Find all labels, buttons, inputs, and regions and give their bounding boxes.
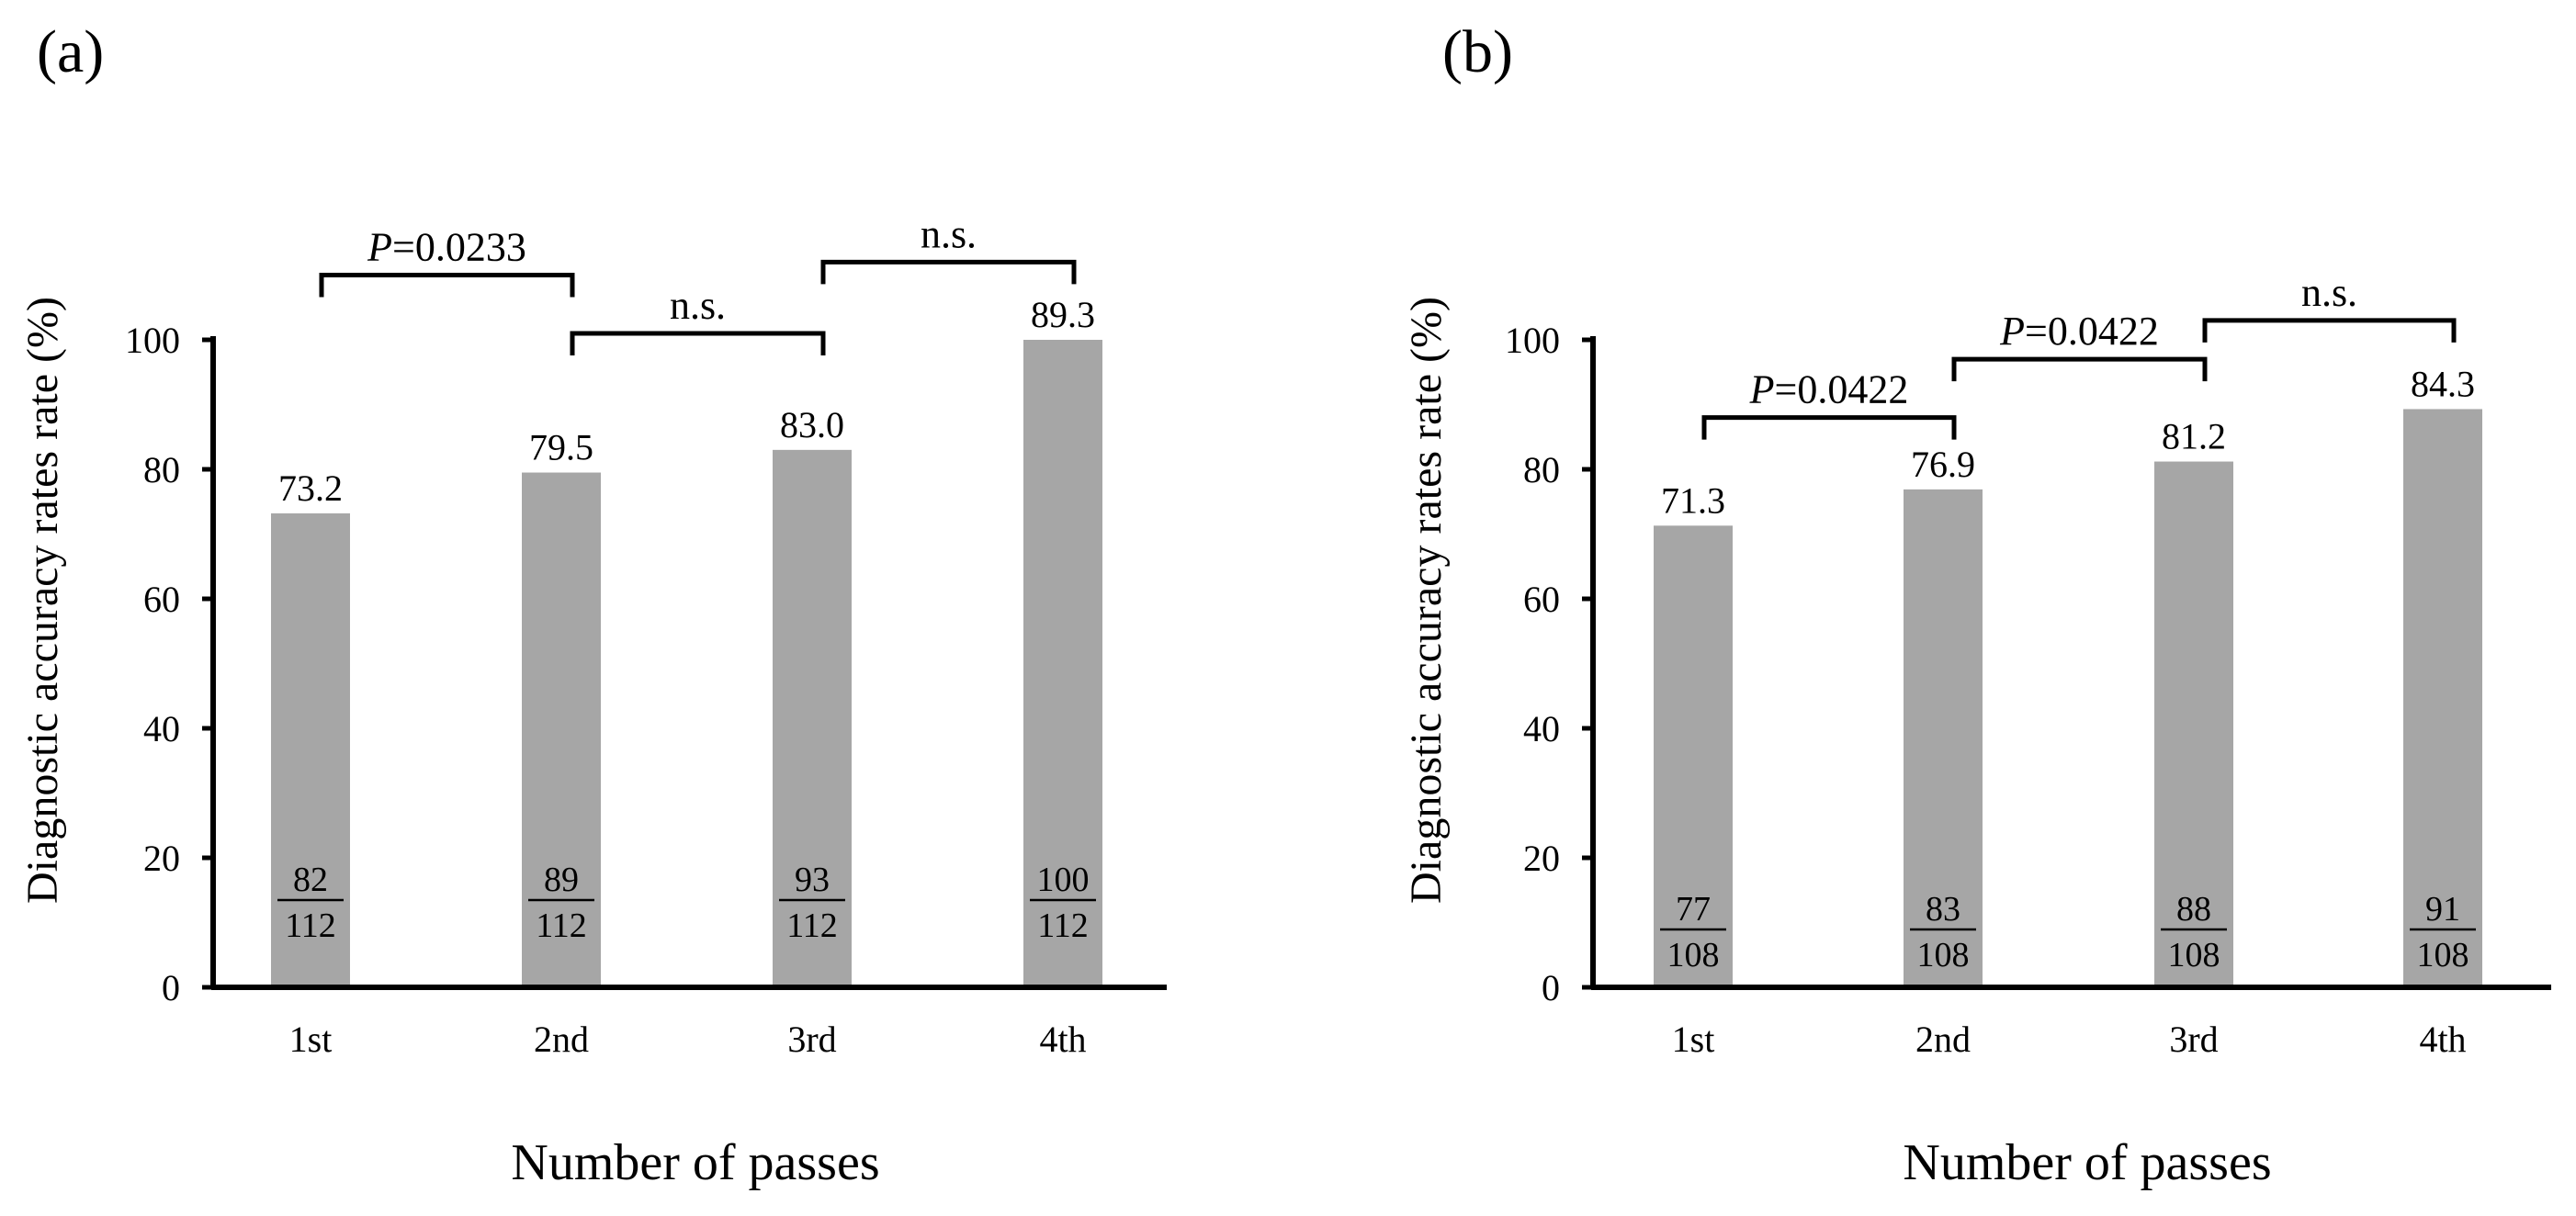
chart-panel-b: (b) Diagnostic accuracy rates rate (%) Num…	[1402, 18, 2551, 1191]
significance-label: n.s.	[921, 211, 977, 256]
fraction-denominator: 108	[1917, 936, 1970, 974]
x-tick-label: 1st	[1672, 1019, 1715, 1060]
y-tick-label: 80	[143, 449, 180, 490]
y-tick-label: 80	[1523, 449, 1560, 490]
x-axis-label: Number of passes	[511, 1134, 879, 1191]
significance-label: n.s.	[670, 283, 726, 328]
y-tick-label: 40	[143, 708, 180, 749]
significance-label: P=0.0233	[367, 225, 526, 270]
significance-bracket	[1951, 356, 2208, 382]
data-label: 73.2	[278, 467, 343, 509]
fraction-denominator: 112	[1037, 906, 1089, 945]
bar-4th	[2403, 409, 2482, 987]
significance-bracket	[570, 331, 826, 355]
fraction-numerator: 83	[1926, 890, 1960, 929]
bar-3rd	[2154, 461, 2233, 987]
bar-2nd	[522, 472, 601, 987]
y-tick-label: 0	[1542, 967, 1560, 1008]
bar-4th	[1023, 340, 1102, 987]
data-label: 76.9	[1911, 444, 1975, 485]
fraction-numerator: 82	[293, 861, 328, 899]
y-axis-label: Diagnostic accuracy rates rate (%)	[1402, 297, 1451, 904]
x-tick-label: 2nd	[534, 1019, 589, 1060]
y-tick-label: 60	[1523, 579, 1560, 620]
data-label: 71.3	[1661, 479, 1725, 521]
fraction-numerator: 91	[2425, 890, 2460, 929]
fraction-numerator: 100	[1037, 861, 1090, 899]
y-tick-label: 60	[143, 579, 180, 620]
significance-label: P=0.0422	[1999, 309, 2159, 354]
bar-1st	[271, 512, 350, 987]
data-label: 84.3	[2411, 363, 2475, 404]
fraction-numerator: 77	[1676, 890, 1711, 929]
significance-bracket	[319, 273, 575, 298]
y-tick-label: 20	[143, 838, 180, 879]
significance-label: n.s.	[2301, 270, 2357, 315]
x-axis-label: Number of passes	[1903, 1134, 2271, 1191]
fraction-numerator: 89	[544, 861, 579, 899]
y-tick-label: 20	[1523, 838, 1560, 879]
panel-label: (b)	[1442, 18, 1513, 85]
y-tick-label: 40	[1523, 708, 1560, 749]
bar-1st	[1654, 525, 1733, 987]
x-tick-label: 1st	[289, 1019, 333, 1060]
fraction-denominator: 108	[2168, 936, 2220, 974]
y-tick-label: 0	[162, 967, 180, 1008]
fraction-denominator: 112	[285, 906, 336, 945]
panel-label: (a)	[37, 18, 104, 85]
fraction-denominator: 112	[786, 906, 838, 945]
x-tick-label: 3rd	[2169, 1019, 2218, 1060]
y-tick-label: 100	[1505, 320, 1560, 361]
bar-2nd	[1904, 489, 1983, 987]
data-label: 79.5	[529, 427, 593, 468]
significance-bracket	[2202, 318, 2457, 343]
fraction-denominator: 108	[2417, 936, 2469, 974]
x-tick-label: 2nd	[1915, 1019, 1971, 1060]
data-label: 89.3	[1031, 294, 1095, 335]
x-tick-label: 3rd	[787, 1019, 836, 1060]
y-axis-label: Diagnostic accuracy rates rate (%)	[18, 297, 67, 904]
data-label: 81.2	[2162, 416, 2226, 457]
chart-panel-a: (a) Diagnostic accuracy rates rate (%) Num…	[18, 18, 1167, 1191]
y-tick-label: 100	[125, 320, 180, 361]
fraction-denominator: 108	[1667, 936, 1720, 974]
fraction-numerator: 88	[2176, 890, 2211, 929]
significance-bracket	[820, 259, 1077, 285]
x-tick-label: 4th	[2419, 1019, 2466, 1060]
fraction-numerator: 93	[795, 861, 830, 899]
data-label: 83.0	[780, 404, 844, 445]
x-tick-label: 4th	[1039, 1019, 1086, 1060]
significance-label: P=0.0422	[1749, 367, 1909, 412]
bar-3rd	[773, 449, 852, 988]
significance-bracket	[1701, 415, 1957, 440]
fraction-denominator: 112	[536, 906, 587, 945]
